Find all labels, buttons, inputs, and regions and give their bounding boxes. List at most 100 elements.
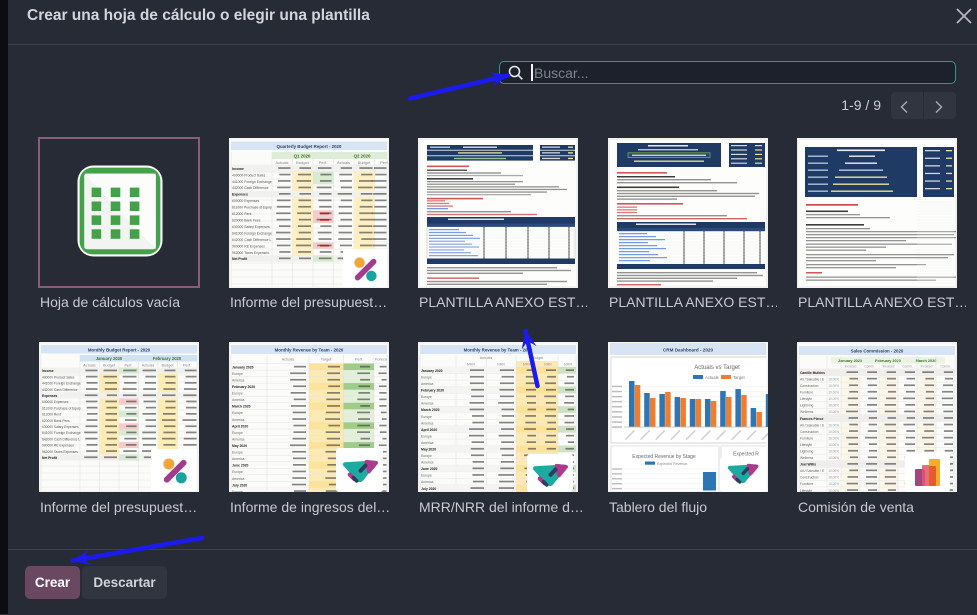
svg-text:Budget: Budget	[358, 160, 372, 165]
svg-text:America: America	[421, 421, 434, 425]
svg-text:America: America	[421, 441, 434, 445]
svg-text:Monthly Revenue by Team - 2020: Monthly Revenue by Team - 2020	[464, 348, 533, 353]
svg-text:Actuals: Actuals	[275, 160, 288, 165]
svg-text:Comm.: Comm.	[864, 365, 874, 369]
svg-text:Europe: Europe	[232, 392, 243, 396]
svg-text:620000 Bank Fees: 620000 Bank Fees	[42, 419, 70, 423]
svg-text:Furniture: Furniture	[800, 482, 813, 486]
svg-text:Construction: Construction	[800, 476, 819, 480]
svg-text:10.00%: 10.00%	[828, 404, 839, 408]
svg-text:Camille Mulkins: Camille Mulkins	[800, 371, 825, 375]
svg-text:Joel Willis: Joel Willis	[800, 463, 816, 467]
svg-text:962000 Taxes Expenses: 962000 Taxes Expenses	[232, 251, 269, 255]
svg-text:Expected R: Expected R	[733, 452, 759, 458]
svg-text:January 2020: January 2020	[421, 369, 443, 373]
svg-text:Wellness: Wellness	[800, 410, 814, 414]
svg-text:642000 Cash Difference L: 642000 Cash Difference L	[42, 437, 80, 441]
svg-text:442000 Cash Difference: 442000 Cash Difference	[42, 388, 78, 392]
svg-text:Actuals vs Target: Actuals vs Target	[694, 365, 740, 371]
svg-text:America: America	[421, 461, 434, 465]
svg-text:Budget: Budget	[161, 363, 174, 367]
svg-text:600000 Expenses: 600000 Expenses	[42, 400, 69, 404]
svg-text:Lightning: Lightning	[800, 404, 814, 408]
svg-text:Europe: Europe	[421, 474, 432, 478]
svg-text:10.00%: 10.00%	[828, 377, 839, 381]
svg-text:10.00%: 10.00%	[828, 436, 839, 440]
svg-text:10.00%: 10.00%	[828, 456, 839, 460]
svg-text:Net Profit: Net Profit	[232, 257, 248, 261]
svg-text:Perf.: Perf.	[124, 363, 132, 367]
svg-text:Europe: Europe	[232, 411, 243, 415]
svg-text:10.00%: 10.00%	[828, 489, 839, 492]
svg-text:400000 Product Sales: 400000 Product Sales	[42, 375, 75, 379]
svg-text:Comm.: Comm.	[940, 365, 950, 369]
svg-text:Frances Pierce: Frances Pierce	[800, 417, 824, 421]
svg-text:10.00%: 10.00%	[828, 423, 839, 427]
svg-text:Actuals: Actuals	[705, 375, 719, 380]
svg-text:All / Saleable / E: All / Saleable / E	[800, 423, 825, 427]
svg-text:Perf.: Perf.	[380, 160, 388, 165]
svg-text:Lifestyle: Lifestyle	[800, 397, 812, 401]
svg-text:Actuals: Actuals	[282, 358, 295, 362]
svg-text:Target: Target	[733, 375, 745, 380]
svg-text:900000 RE Expenses: 900000 RE Expenses	[232, 244, 265, 248]
svg-text:All / Saleable / E: All / Saleable / E	[800, 469, 825, 473]
svg-text:10.00%: 10.00%	[828, 397, 839, 401]
svg-text:America: America	[421, 402, 434, 406]
svg-text:Lightning: Lightning	[800, 450, 814, 454]
svg-text:Q2 2020: Q2 2020	[354, 154, 371, 159]
svg-text:January 2020: January 2020	[96, 356, 123, 361]
svg-text:10.00%: 10.00%	[828, 450, 839, 454]
svg-text:642000 Cash Difference L: 642000 Cash Difference L	[232, 238, 271, 242]
svg-text:Perf.: Perf.	[319, 160, 327, 165]
svg-text:March 2020: March 2020	[232, 405, 251, 409]
svg-text:Expected Revenue: Expected Revenue	[657, 462, 687, 466]
svg-text:Europe: Europe	[421, 454, 432, 458]
svg-text:All / Saleable / E: All / Saleable / E	[800, 377, 825, 381]
svg-text:February 2020: February 2020	[875, 359, 901, 363]
svg-text:641000 Foreign Exchange: 641000 Foreign Exchange	[42, 431, 81, 435]
svg-text:March 2020: March 2020	[421, 408, 440, 412]
svg-text:441000 Foreign Exchange: 441000 Foreign Exchange	[232, 180, 272, 184]
svg-text:Invoiced: Invoiced	[883, 365, 895, 369]
svg-text:Europe: Europe	[232, 470, 243, 474]
svg-text:America: America	[232, 477, 245, 481]
svg-text:July 2020: July 2020	[421, 487, 436, 491]
svg-text:630000 Salary Expenses: 630000 Salary Expenses	[42, 425, 79, 429]
svg-text:February 2020: February 2020	[153, 356, 182, 361]
svg-text:962000 Taxes Expenses: 962000 Taxes Expenses	[42, 450, 78, 454]
svg-text:Expenses: Expenses	[232, 193, 248, 197]
svg-text:Europe: Europe	[421, 395, 432, 399]
svg-text:June 2020: June 2020	[232, 464, 249, 468]
svg-text:America: America	[232, 438, 245, 442]
svg-text:Europe: Europe	[421, 415, 432, 419]
svg-text:Furniture: Furniture	[800, 436, 813, 440]
svg-text:Monthly Budget Report - 2020: Monthly Budget Report - 2020	[88, 347, 151, 352]
svg-text:442000 Cash Difference: 442000 Cash Difference	[232, 186, 269, 190]
svg-text:Wellness: Wellness	[800, 456, 814, 460]
svg-text:Invoiced: Invoiced	[845, 365, 857, 369]
svg-text:612000 Rent: 612000 Rent	[42, 413, 61, 417]
svg-text:10.00%: 10.00%	[828, 430, 839, 434]
svg-text:America: America	[232, 457, 245, 461]
svg-text:Expenses: Expenses	[42, 394, 58, 398]
svg-text:April 2020: April 2020	[421, 428, 437, 432]
svg-text:Construction: Construction	[800, 384, 819, 388]
svg-text:February 2020: February 2020	[421, 389, 444, 393]
svg-text:Income: Income	[42, 369, 54, 373]
svg-text:America: America	[232, 379, 245, 383]
svg-text:America: America	[421, 480, 434, 484]
svg-text:Furniture: Furniture	[800, 391, 813, 395]
svg-text:10.00%: 10.00%	[828, 391, 839, 395]
svg-text:CRM Dashboard - 2020: CRM Dashboard - 2020	[663, 347, 713, 352]
svg-text:620000 Bank Fees: 620000 Bank Fees	[232, 219, 261, 223]
svg-text:February 2020: February 2020	[232, 385, 255, 389]
svg-text:900000 RE Expenses: 900000 RE Expenses	[42, 444, 74, 448]
svg-text:Actuals: Actuals	[142, 363, 155, 367]
svg-text:441000 Foreign Exchange: 441000 Foreign Exchange	[42, 382, 81, 386]
svg-text:June 2020: June 2020	[421, 467, 438, 471]
svg-text:Quarterly Budget Report - 2020: Quarterly Budget Report - 2020	[277, 144, 342, 149]
svg-text:Actuals: Actuals	[337, 160, 350, 165]
svg-text:Target: Target	[533, 356, 544, 360]
svg-text:Perf.: Perf.	[355, 358, 363, 362]
